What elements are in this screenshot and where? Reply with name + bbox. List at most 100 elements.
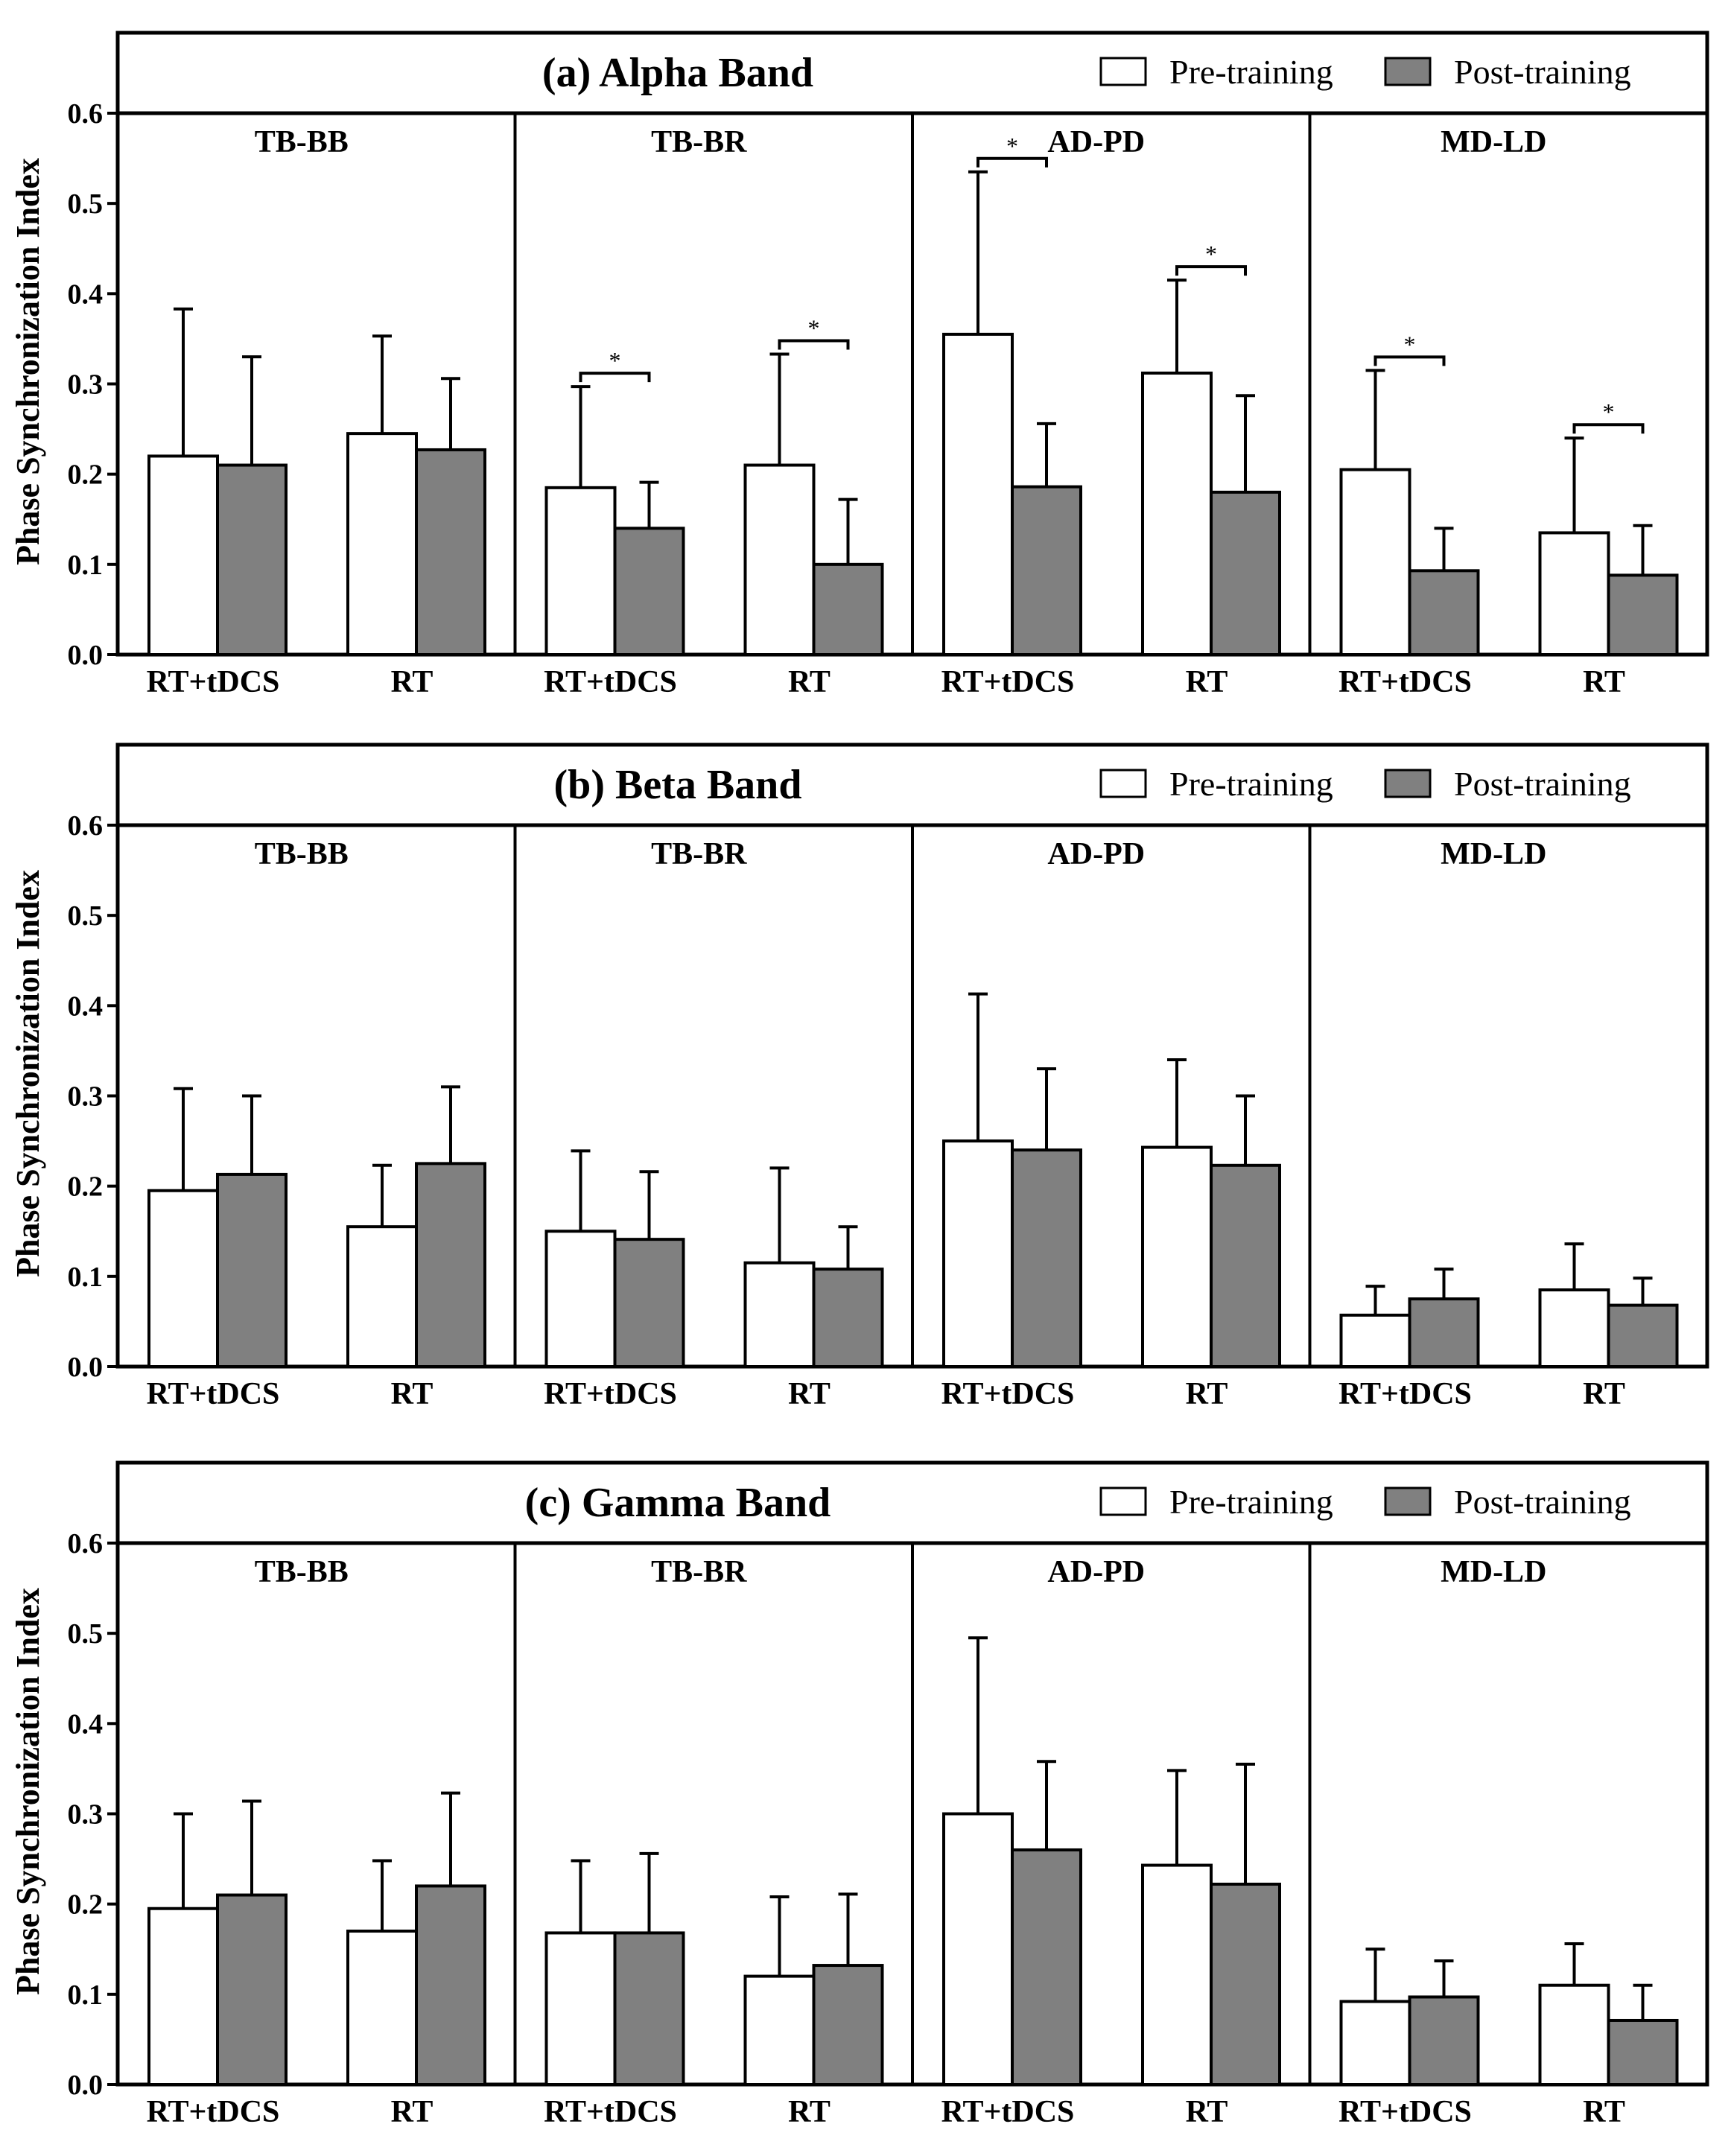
bar-pre-training	[942, 1139, 1014, 1369]
group-label: TB-BR	[651, 1555, 747, 1589]
group-label: TB-BR	[651, 125, 747, 159]
bar-post-training	[613, 527, 685, 656]
y-tick-label: 0.1	[68, 1262, 104, 1293]
bar-post-training	[1210, 1163, 1281, 1368]
y-tick-label: 0.2	[68, 459, 104, 491]
bar-pre-training	[1339, 2000, 1411, 2086]
bar-post-training	[812, 1964, 884, 2087]
legend-swatch-post	[1384, 769, 1432, 798]
bar-post-training	[216, 1893, 288, 2087]
bar-pre-training	[1141, 1863, 1213, 2086]
x-tick-label: RT+tDCS	[1338, 2095, 1472, 2129]
bar-pre-training	[147, 1907, 219, 2087]
bar-post-training	[415, 1884, 486, 2087]
panel-title: (a) Alpha Band	[542, 50, 813, 96]
significance-bracket	[778, 339, 850, 350]
significance-star: *	[1205, 241, 1217, 267]
x-tick-label: RT	[788, 1377, 831, 1411]
x-tick-label: RT+tDCS	[941, 665, 1075, 699]
y-tick-label: 0.6	[68, 810, 104, 842]
bar-pre-training	[743, 463, 816, 656]
legend-label-post: Post-training	[1454, 1483, 1631, 1521]
group-label: TB-BB	[255, 837, 349, 871]
x-tick-label: RT	[1583, 2095, 1625, 2129]
panel-title: (c) Gamma Band	[525, 1480, 831, 1526]
y-tick-label: 0.3	[68, 369, 104, 401]
significance-star: *	[609, 347, 621, 374]
bar-pre-training	[346, 1225, 418, 1368]
legend-swatch-pre	[1099, 57, 1147, 86]
group-label: MD-LD	[1441, 1555, 1546, 1589]
x-tick-label: RT+tDCS	[147, 1377, 280, 1411]
x-tick-label: RT+tDCS	[147, 2095, 280, 2129]
bar-post-training	[1011, 1148, 1082, 1368]
x-tick-label: RT	[391, 1377, 434, 1411]
x-tick-label: RT+tDCS	[544, 665, 677, 699]
bar-post-training	[1011, 485, 1082, 656]
significance-bracket	[1572, 423, 1645, 434]
bar-pre-training	[1141, 371, 1213, 656]
bar-pre-training	[942, 332, 1014, 656]
bar-post-training	[1408, 569, 1480, 656]
group-label: AD-PD	[1047, 837, 1145, 871]
y-axis-label: Phase Synchronization Index	[10, 870, 46, 1277]
bar-pre-training	[743, 1974, 816, 2087]
significance-star: *	[1603, 398, 1615, 425]
group-label: TB-BB	[255, 125, 349, 159]
significance-bracket	[579, 372, 651, 383]
y-tick-label: 0.0	[68, 2070, 104, 2101]
x-tick-label: RT	[1583, 665, 1625, 699]
legend-swatch-post	[1384, 57, 1432, 86]
bar-post-training	[1011, 1848, 1082, 2086]
group-label: TB-BR	[651, 837, 747, 871]
panel-2: (b) Beta Band Pre-training Post-training 0.…	[10, 742, 1709, 1411]
significance-star: *	[1006, 133, 1018, 159]
legend-label-pre: Pre-training	[1169, 53, 1333, 91]
bar-post-training	[1607, 1303, 1679, 1369]
x-tick-label: RT+tDCS	[1338, 1377, 1472, 1411]
y-tick-label: 0.5	[68, 900, 104, 932]
significance-star: *	[808, 315, 820, 342]
bar-pre-training	[544, 486, 617, 657]
y-tick-label: 0.1	[68, 1979, 104, 2011]
legend-label-pre: Pre-training	[1169, 1483, 1333, 1521]
x-tick-label: RT	[1583, 1377, 1625, 1411]
panel-3: (c) Gamma Band Pre-training Post-training 0…	[10, 1460, 1709, 2129]
bar-pre-training	[1538, 1983, 1610, 2086]
y-tick-label: 0.4	[68, 279, 104, 310]
y-tick-label: 0.5	[68, 188, 104, 220]
x-tick-label: RT+tDCS	[941, 1377, 1075, 1411]
legend-label-pre: Pre-training	[1169, 765, 1333, 803]
y-tick-label: 0.5	[68, 1618, 104, 1650]
y-tick-label: 0.6	[68, 98, 104, 130]
significance-bracket	[1175, 265, 1247, 276]
x-tick-label: RT+tDCS	[147, 665, 280, 699]
x-tick-label: RT	[1186, 2095, 1228, 2129]
y-axis-label: Phase Synchronization Index	[10, 158, 46, 565]
bar-pre-training	[942, 1812, 1014, 2086]
bar-post-training	[415, 1162, 486, 1368]
bar-pre-training	[147, 1189, 219, 1368]
x-tick-label: RT	[788, 665, 831, 699]
x-tick-label: RT	[391, 2095, 434, 2129]
bar-post-training	[1210, 1883, 1281, 2086]
significance-star: *	[1404, 331, 1416, 357]
group-label: AD-PD	[1047, 1555, 1145, 1589]
panel-1: (a) Alpha Band Pre-training Post-training 0…	[10, 31, 1709, 699]
bar-post-training	[1408, 1995, 1480, 2086]
bar-post-training	[1408, 1297, 1480, 1368]
x-tick-label: RT+tDCS	[544, 2095, 677, 2129]
y-tick-label: 0.2	[68, 1171, 104, 1203]
y-tick-label: 0.2	[68, 1889, 104, 1921]
bar-post-training	[613, 1931, 685, 2086]
bar-post-training	[415, 448, 486, 656]
bar-pre-training	[346, 432, 418, 656]
bar-post-training	[216, 1172, 288, 1369]
bar-pre-training	[147, 454, 219, 657]
bar-pre-training	[544, 1931, 617, 2086]
y-axis-label: Phase Synchronization Index	[10, 1588, 46, 1995]
group-label: AD-PD	[1047, 125, 1145, 159]
legend-swatch-pre	[1099, 769, 1147, 798]
x-tick-label: RT	[1186, 1377, 1228, 1411]
bar-pre-training	[743, 1261, 816, 1368]
